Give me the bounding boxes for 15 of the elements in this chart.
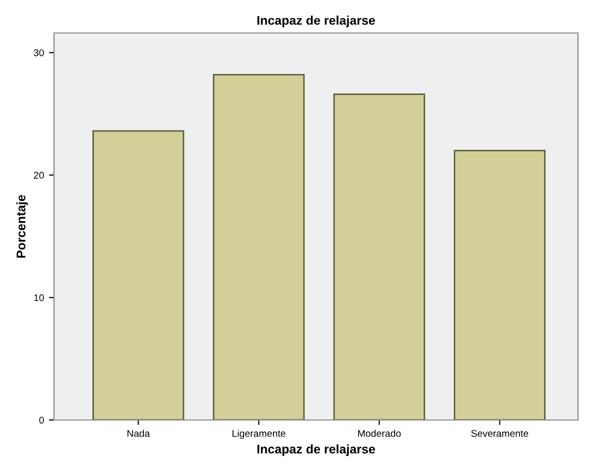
- y-tick-label: 0: [39, 416, 44, 424]
- y-tick-label: 30: [34, 49, 44, 56]
- x-tick-label: Moderado: [358, 430, 401, 437]
- bar: [333, 94, 426, 420]
- y-tick-label: 20: [34, 172, 44, 179]
- y-tick-label: 10: [34, 294, 44, 302]
- x-tick-label: Nada: [128, 430, 150, 437]
- y-axis-title: Porcentaje: [16, 194, 28, 258]
- bar: [454, 150, 546, 420]
- bar: [212, 74, 305, 420]
- x-axis-title: Incapaz de relajarse: [257, 444, 375, 456]
- bar: [92, 130, 184, 420]
- x-tick-label: Severamente: [471, 430, 528, 437]
- chart-title: Incapaz de relajarse: [257, 16, 375, 28]
- x-tick-label: Ligeramente: [232, 430, 286, 439]
